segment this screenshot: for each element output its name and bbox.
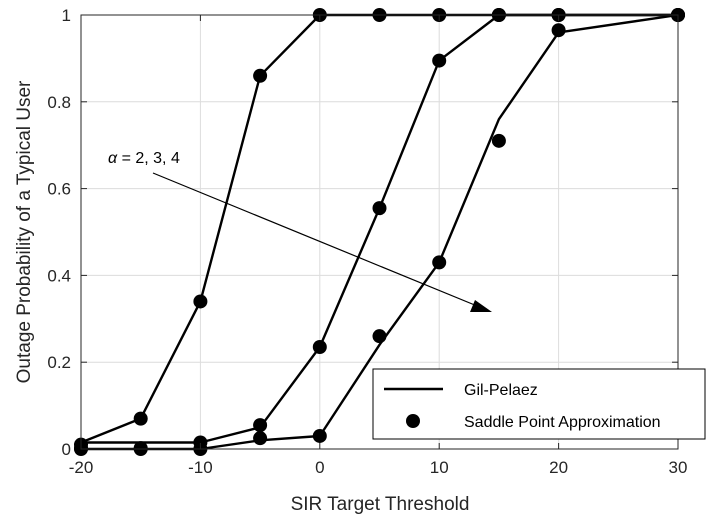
legend-box bbox=[372, 368, 706, 440]
data-point bbox=[432, 53, 447, 68]
legend-line-label: Gil-Pelaez bbox=[464, 382, 538, 399]
data-point bbox=[253, 68, 268, 83]
ticks: -20 -10 0 10 20 30 0 0.2 0.4 0.6 0.8 1 bbox=[47, 6, 687, 477]
annotation-arrow-line bbox=[152, 172, 483, 309]
y-tick-label: 0.6 bbox=[47, 180, 71, 199]
y-tick-label: 0.8 bbox=[47, 93, 71, 112]
y-tick-label: 0.4 bbox=[47, 266, 71, 285]
annotation-text: = 2, 3, 4 bbox=[117, 150, 180, 167]
x-axis-label: SIR Target Threshold bbox=[291, 494, 470, 515]
legend-marker-swatch bbox=[406, 414, 420, 428]
data-point bbox=[372, 329, 387, 344]
legend: Gil-Pelaez Saddle Point Approximation bbox=[372, 368, 706, 440]
data-point bbox=[133, 411, 148, 426]
y-tick-label: 1 bbox=[62, 6, 71, 25]
annotation-arrow-head bbox=[470, 300, 492, 312]
grid bbox=[81, 15, 678, 449]
plot-area bbox=[80, 14, 679, 450]
data-point bbox=[432, 255, 447, 270]
annotation-label: α = 2, 3, 4 bbox=[108, 150, 180, 167]
data-point bbox=[372, 201, 387, 216]
y-tick-label: 0.2 bbox=[47, 353, 71, 372]
data-point bbox=[551, 23, 566, 38]
y-tick-label: 0 bbox=[62, 440, 71, 459]
legend-marker-label: Saddle Point Approximation bbox=[464, 414, 661, 431]
annotation-symbol: α bbox=[108, 150, 118, 167]
annotation: α = 2, 3, 4 bbox=[108, 150, 492, 312]
data-point bbox=[312, 428, 327, 443]
x-tick-label: 20 bbox=[549, 458, 568, 477]
data-point bbox=[253, 431, 268, 446]
data-point bbox=[253, 418, 268, 433]
x-tick-label: 30 bbox=[669, 458, 688, 477]
x-tick-label: -10 bbox=[188, 458, 213, 477]
x-tick-label: 0 bbox=[315, 458, 324, 477]
data-point bbox=[491, 133, 506, 148]
data-point bbox=[312, 340, 327, 355]
data-point bbox=[193, 294, 208, 309]
x-tick-label: 10 bbox=[430, 458, 449, 477]
y-axis-label: Outage Probability of a Typical User bbox=[14, 80, 35, 383]
x-tick-label: -20 bbox=[69, 458, 94, 477]
